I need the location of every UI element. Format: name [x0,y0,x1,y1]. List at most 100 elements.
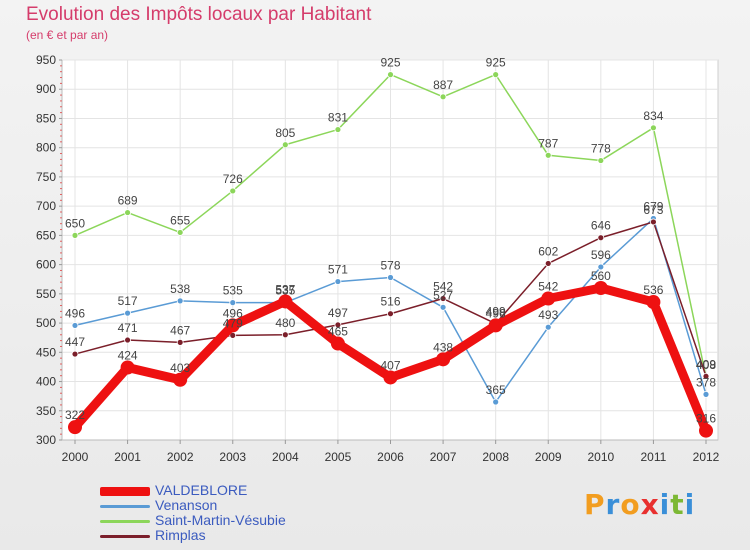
data-point [229,187,237,195]
data-label: 834 [643,109,663,123]
data-point [488,318,503,333]
data-label: 480 [275,316,295,330]
data-point [544,323,552,331]
data-label: 408 [696,358,716,372]
x-tick-label: 2001 [114,450,141,464]
data-label: 925 [380,56,400,70]
data-label: 655 [170,213,190,227]
data-label: 467 [170,323,190,337]
data-label: 517 [118,294,138,308]
series-2 [71,71,710,381]
y-tick-label: 600 [36,258,56,272]
data-point [383,370,398,385]
data-label: 646 [591,219,611,233]
data-point [225,318,240,333]
data-label: 596 [591,248,611,262]
data-label: 403 [170,361,190,375]
data-point [71,231,79,239]
data-point [436,352,451,367]
data-label: 316 [696,412,716,426]
data-label: 493 [538,308,558,322]
data-label: 471 [118,321,138,335]
logo-letter: x [640,488,660,521]
logo-letter: i [659,488,671,521]
data-point [173,372,188,387]
data-point [646,295,661,310]
data-label: 499 [486,305,506,319]
data-point [334,278,342,285]
x-tick-label: 2007 [430,450,457,464]
data-label: 542 [538,280,558,294]
data-point [124,336,131,344]
y-tick-label: 350 [36,404,56,418]
data-label: 465 [328,325,348,339]
data-label: 424 [118,349,138,363]
legend-label: Rimplas [155,527,206,543]
data-point [229,299,237,307]
y-tick-label: 550 [36,287,56,301]
data-point [439,93,447,101]
y-tick-label: 400 [36,375,56,389]
data-point [124,209,131,216]
data-label: 689 [118,194,138,208]
y-tick-label: 700 [36,199,56,213]
legend-swatch [100,534,150,538]
data-label: 537 [275,282,295,296]
data-label: 322 [65,408,85,422]
data-point [68,420,82,435]
data-point [597,263,605,271]
data-point [492,398,500,406]
legend-swatch [100,486,150,496]
logo-letter: o [620,488,641,521]
data-point [124,309,131,317]
data-label: 497 [328,306,348,320]
data-label: 887 [433,78,453,92]
y-tick-label: 300 [36,433,56,447]
data-label: 536 [643,283,663,297]
data-point [597,157,605,164]
chart-subtitle: (en € et par an) [26,28,109,42]
data-label: 378 [696,375,716,389]
data-label: 578 [380,258,400,272]
x-tick-label: 2003 [219,450,246,464]
x-tick-label: 2006 [377,450,404,464]
logo-letter: P [584,488,606,521]
data-label: 496 [65,306,85,320]
y-tick-label: 900 [36,82,56,96]
data-label: 787 [538,136,558,150]
data-point [387,274,394,281]
x-tick-label: 2008 [482,450,509,464]
y-tick-label: 850 [36,111,56,125]
data-label: 409 [696,357,716,371]
data-label: 679 [643,199,663,213]
data-point [492,71,500,79]
y-tick-label: 750 [36,170,56,184]
data-label: 438 [433,340,453,354]
y-tick-label: 800 [36,141,56,155]
data-point [702,390,710,398]
data-point [544,260,552,267]
data-point [544,151,552,159]
x-tick-label: 2002 [167,450,194,464]
logo-letter: i [684,488,696,521]
legend-swatch [100,504,150,508]
y-tick-label: 950 [36,53,56,67]
data-label: 496 [486,306,506,320]
data-point [702,372,710,380]
data-label: 778 [591,142,611,156]
data-label: 447 [65,335,85,349]
data-point [334,126,342,133]
data-label: 479 [223,316,243,330]
data-point [541,291,556,306]
data-label: 602 [538,244,558,258]
y-tick-label: 500 [36,316,56,330]
data-point [387,71,394,79]
x-tick-label: 2005 [325,450,352,464]
legend-swatch [100,519,150,523]
logo-letter: t [670,488,685,521]
data-label: 560 [591,269,611,283]
data-label: 527 [433,288,453,302]
legend-label: Venanson [155,497,218,513]
data-point [699,423,713,438]
